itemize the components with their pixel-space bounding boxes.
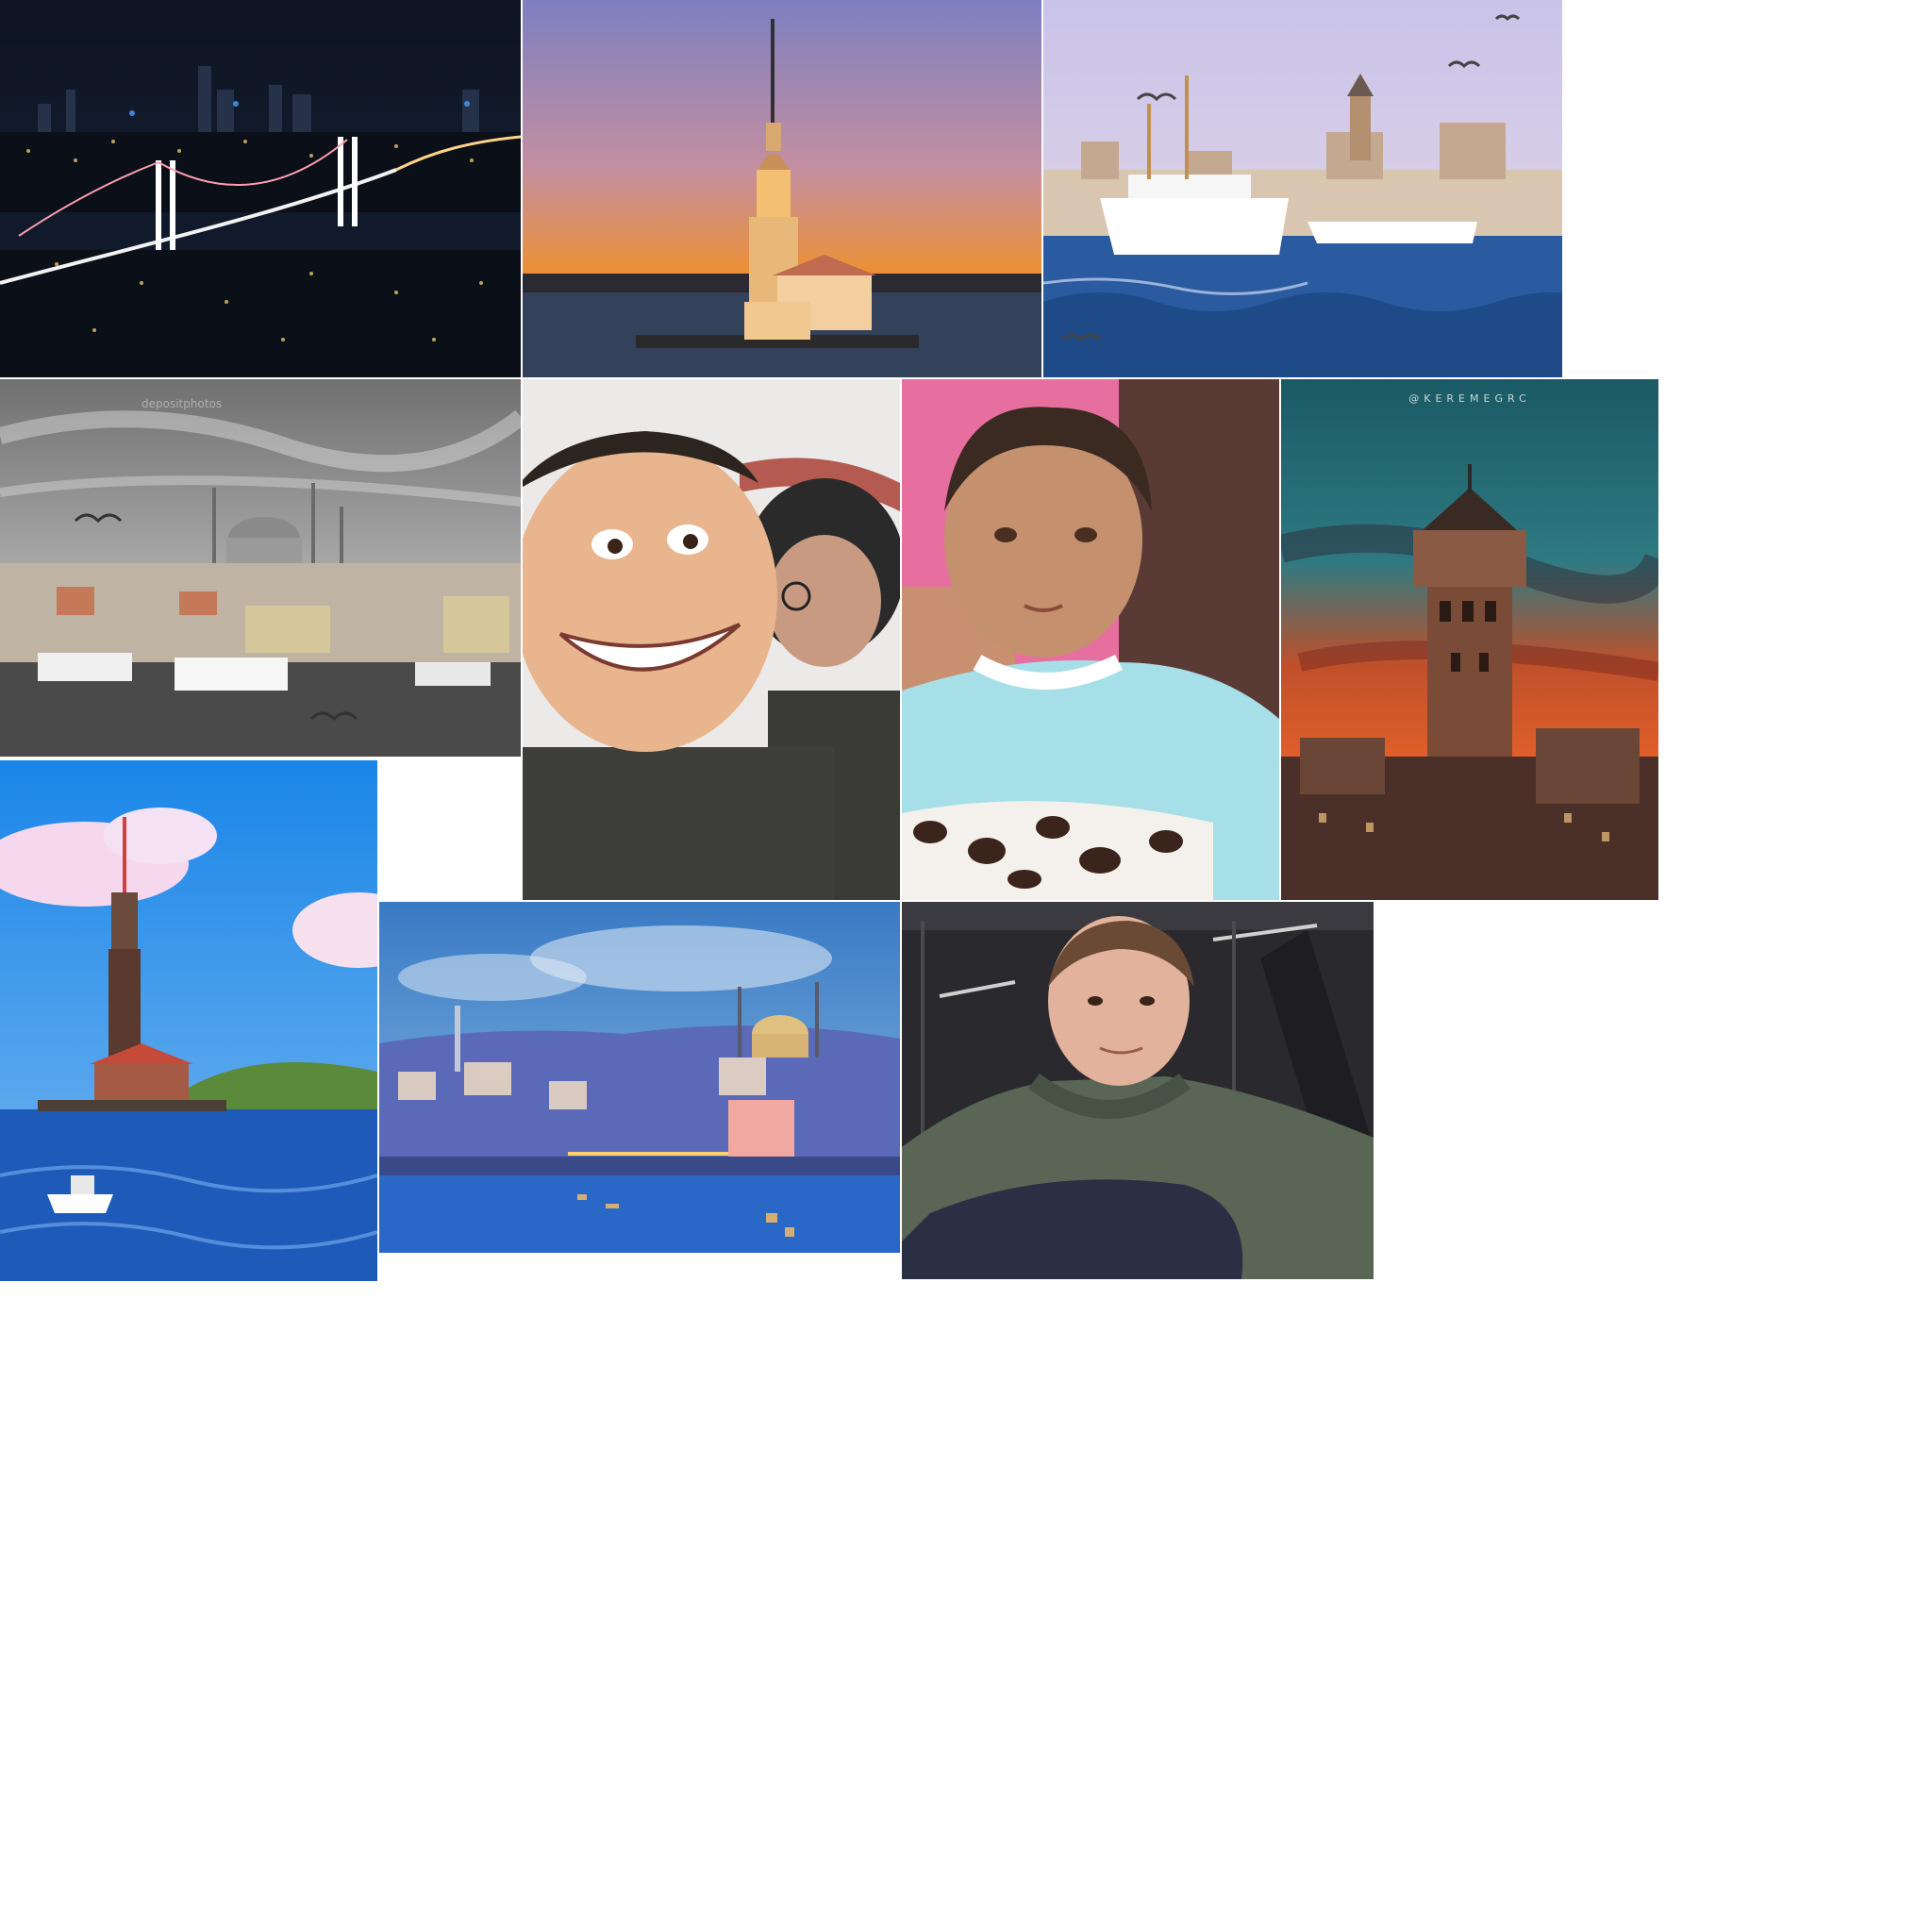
maidens-tower-day-image xyxy=(0,760,377,1281)
suleymaniye-dusk-image xyxy=(379,902,900,1253)
photo-tile-maidens-tower-day[interactable] xyxy=(0,760,377,1281)
photo-tile-young-man-portrait[interactable] xyxy=(902,902,1374,1279)
photo-tile-bosphorus-bridge-night[interactable] xyxy=(0,0,521,377)
child-portrait-image xyxy=(902,379,1279,900)
cartoon-selfie-image xyxy=(523,379,900,900)
photo-tile-maidens-tower-sunset[interactable] xyxy=(523,0,1041,377)
bosphorus-bridge-night-image xyxy=(0,0,521,377)
old-city-mosque-grayscale-image: depositphotos xyxy=(0,379,521,757)
photo-credit: @KEREMEGRC xyxy=(1408,392,1531,405)
photo-tile-child-portrait[interactable] xyxy=(902,379,1279,900)
photo-tile-cartoon-selfie[interactable] xyxy=(523,379,900,900)
galata-ferries-seagulls-image xyxy=(1043,0,1562,377)
watermark-text: depositphotos xyxy=(142,397,222,410)
photo-tile-galata-tower-sunset[interactable]: @KEREMEGRC xyxy=(1281,379,1658,900)
photo-tile-old-city-mosque-grayscale[interactable]: depositphotos xyxy=(0,379,521,757)
photo-tile-galata-ferries-seagulls[interactable] xyxy=(1043,0,1562,377)
young-man-portrait-image xyxy=(902,902,1374,1279)
photo-tile-suleymaniye-dusk[interactable] xyxy=(379,902,900,1253)
galata-tower-sunset-image xyxy=(1281,379,1658,900)
maidens-tower-sunset-image xyxy=(523,0,1041,377)
